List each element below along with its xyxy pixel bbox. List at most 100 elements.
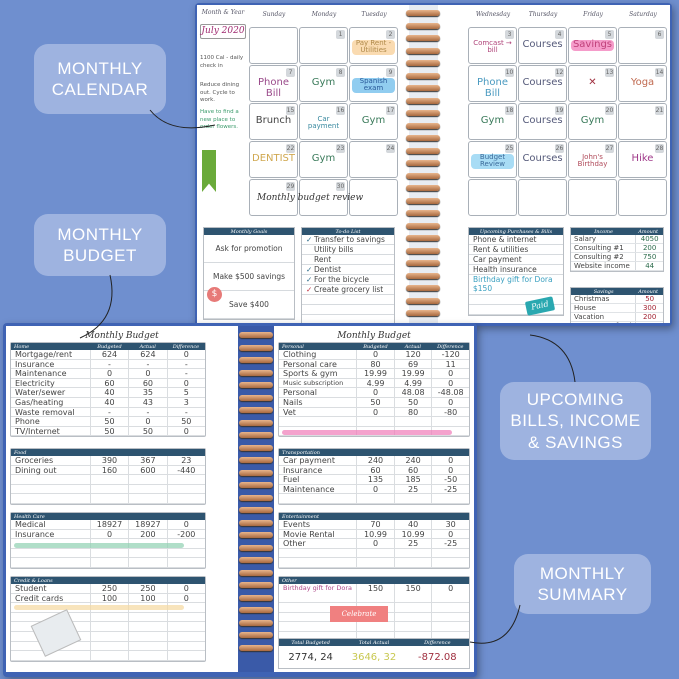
calendar-day-cell[interactable]: 18 Gym	[468, 103, 517, 140]
budget-row[interactable]: Personal care 80 69 11	[279, 359, 469, 370]
budget-row[interactable]: Music subscription 4.99 4.99 0	[279, 378, 469, 389]
budget-row[interactable]	[279, 558, 469, 568]
calendar-day-cell[interactable]: 22 DENTIST	[249, 141, 298, 178]
budget-cell: Medical	[15, 520, 46, 529]
budget-row[interactable]: Sports & gym 19.99 19.99 0	[279, 369, 469, 379]
budget-row[interactable]: Other 0 25 -25	[279, 539, 469, 549]
calendar-day-cell[interactable]: 27 John's Birthday	[568, 141, 617, 178]
budget-row[interactable]: Groceries 390 367 23	[11, 456, 205, 466]
todo-item[interactable]: ✓ Transfer to savings	[302, 235, 394, 245]
budget-row[interactable]: Water/sewer 40 35 5	[11, 388, 205, 398]
budget-row[interactable]: Waste removal - - -	[11, 407, 205, 418]
budget-row[interactable]	[11, 494, 205, 504]
calendar-day-cell[interactable]: 30	[299, 179, 348, 216]
budget-cell: 624	[89, 350, 128, 359]
calendar-day-cell[interactable]: 7 Phone Bill	[249, 65, 298, 102]
budget-row[interactable]	[11, 651, 205, 661]
budget-cell	[89, 622, 128, 631]
budget-row[interactable]	[279, 417, 469, 427]
budget-row[interactable]: Maintenance 0 0-	[11, 369, 205, 379]
budget-row[interactable]: Phone 50 0 50	[11, 417, 205, 427]
calendar-day-cell[interactable]: 4 Courses	[518, 27, 567, 64]
budget-cell: Student	[15, 584, 47, 593]
calendar-day-cell[interactable]: 16 Car payment	[299, 103, 348, 140]
calendar-day-cell[interactable]: 9 Spanish exam	[349, 65, 398, 102]
calendar-day-cell[interactable]: 10 Phone Bill	[468, 65, 517, 102]
calendar-day-cell[interactable]: 20 Gym	[568, 103, 617, 140]
budget-row[interactable]: Gas/heating 40 43 3	[11, 397, 205, 408]
budget-row[interactable]	[11, 558, 205, 568]
calendar-day-cell[interactable]	[349, 179, 398, 216]
budget-cell: Personal	[283, 388, 318, 398]
budget-row[interactable]: Insurance - - -	[11, 359, 205, 370]
budget-row[interactable]	[11, 631, 205, 642]
day-note: Car payment	[307, 115, 340, 131]
calendar-day-cell[interactable]: 19 Courses	[518, 103, 567, 140]
calendar-day-cell[interactable]	[249, 27, 298, 64]
budget-row[interactable]: Movie Rental 10.99 10.99 0	[279, 529, 469, 540]
budget-row[interactable]: Dining out 160 600 -440	[11, 465, 205, 476]
todo-item[interactable]: ✓ Create grocery list	[302, 285, 394, 295]
budget-row[interactable]: Clothing 0 120 -120	[279, 350, 469, 360]
calendar-day-cell[interactable]: 28 Hike	[618, 141, 667, 178]
upcoming-item: Rent & utilities	[469, 245, 563, 255]
calendar-day-cell[interactable]: 1	[299, 27, 348, 64]
todo-item[interactable]: Utility bills	[302, 245, 394, 255]
budget-row[interactable]: Maintenance 0 25 -25	[279, 484, 469, 495]
calendar-day-cell[interactable]: 26 Courses	[518, 141, 567, 178]
budget-row[interactable]: Mortgage/rent 624 624 0	[11, 350, 205, 360]
calendar-day-cell[interactable]: 25 Budget Review	[468, 141, 517, 178]
budget-row[interactable]	[279, 622, 469, 632]
budget-row[interactable]	[279, 494, 469, 504]
budget-row[interactable]: Nails 50 50 0	[279, 397, 469, 408]
calendar-day-cell[interactable]	[618, 179, 667, 216]
month-input[interactable]: July 2020	[200, 24, 246, 39]
budget-row[interactable]: Fuel 135 185 -50	[279, 475, 469, 485]
budget-cell	[128, 494, 166, 503]
budget-row[interactable]: Electricity 60 60 0	[11, 378, 205, 389]
budget-row[interactable]	[11, 622, 205, 632]
calendar-day-cell[interactable]: 2 Pay Rent - Utilities	[349, 27, 398, 64]
calendar-day-cell[interactable]: 17 Gym	[349, 103, 398, 140]
calendar-day-cell[interactable]: 15 Brunch	[249, 103, 298, 140]
budget-row[interactable]: Medical 18927 18927 0	[11, 520, 205, 530]
calendar-day-cell[interactable]	[468, 179, 517, 216]
budget-row[interactable]	[11, 475, 205, 485]
budget-row[interactable]	[279, 548, 469, 559]
calendar-day-cell[interactable]: 12 Courses	[518, 65, 567, 102]
calendar-day-cell[interactable]: 5 Savings	[568, 27, 617, 64]
budget-row[interactable]	[11, 548, 205, 559]
calendar-day-cell[interactable]: 3 Comcast → bill	[468, 27, 517, 64]
day-number: 23	[336, 144, 345, 153]
budget-cell: 0	[128, 369, 166, 378]
budget-row[interactable]	[11, 641, 205, 652]
todo-item[interactable]: Rent	[302, 255, 394, 265]
calendar-day-cell[interactable]: 13 ✕	[568, 65, 617, 102]
todo-item[interactable]: ✓ For the bicycle	[302, 275, 394, 285]
calendar-day-cell[interactable]: 24	[349, 141, 398, 178]
todo-item[interactable]: ✓ Dentist	[302, 265, 394, 275]
budget-row[interactable]: Insurance 60 60 0	[279, 465, 469, 476]
calendar-day-cell[interactable]: 23 Gym	[299, 141, 348, 178]
calendar-day-cell[interactable]: 29	[249, 179, 298, 216]
calendar-day-cell[interactable]: 21	[618, 103, 667, 140]
budget-row[interactable]: Student 250 250 0	[11, 584, 205, 594]
calendar-day-cell[interactable]: 6	[618, 27, 667, 64]
bookmark-icon	[202, 150, 216, 192]
budget-row[interactable]: TV/Internet 50 50 0	[11, 426, 205, 437]
calendar-day-cell[interactable]	[568, 179, 617, 216]
budget-row[interactable]: Car payment 240 240 0	[279, 456, 469, 466]
calendar-day-cell[interactable]: 14 Yoga	[618, 65, 667, 102]
budget-row[interactable]	[11, 612, 205, 623]
calendar-day-cell[interactable]	[518, 179, 567, 216]
budget-row[interactable]: Personal 0 48.08 -48.08	[279, 388, 469, 398]
budget-row[interactable]	[11, 484, 205, 495]
budget-row[interactable]: Birthday gift for Dora 150 150 0	[279, 584, 469, 603]
calendar-day-cell[interactable]: 8 Gym	[299, 65, 348, 102]
budget-row[interactable]: Events 70 40 30	[279, 520, 469, 530]
budget-row[interactable]: Credit cards 100 100 0	[11, 593, 205, 604]
budget-row[interactable]: Vet 0 80 -80	[279, 407, 469, 418]
budget-row[interactable]: Insurance 0 200 -200	[11, 529, 205, 540]
budget-section-personal: Personal Budgeted Actual Difference Clothing…	[278, 342, 470, 438]
